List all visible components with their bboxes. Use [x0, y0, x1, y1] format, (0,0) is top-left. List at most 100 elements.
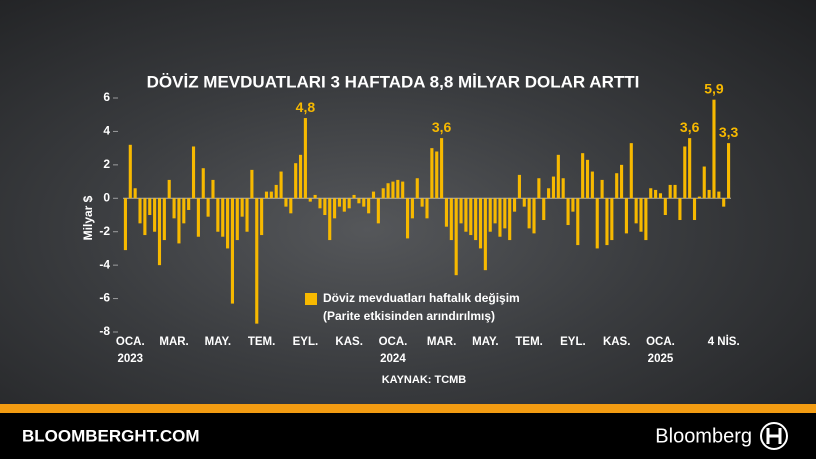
bar	[673, 184, 677, 199]
bar	[157, 198, 162, 266]
bar	[235, 198, 239, 241]
bar	[333, 198, 337, 219]
bar	[405, 198, 410, 239]
bar	[264, 191, 269, 199]
logo	[760, 422, 788, 450]
bar	[201, 168, 205, 199]
bar	[386, 183, 390, 199]
bar	[649, 188, 653, 199]
x-tick-label: OCA. 2024	[378, 336, 408, 365]
bar	[542, 198, 546, 221]
bar	[284, 198, 288, 207]
bar	[503, 198, 507, 229]
bar	[410, 198, 414, 219]
bar	[707, 189, 711, 199]
data-label: 3,6	[680, 119, 700, 135]
bar	[590, 171, 594, 199]
bar	[551, 176, 556, 199]
logo-mark	[766, 428, 782, 444]
y-tick-label: -8	[99, 324, 110, 338]
bar	[289, 198, 293, 214]
bar	[153, 198, 157, 232]
bar	[255, 198, 259, 324]
bar	[722, 198, 726, 207]
bar	[512, 198, 517, 212]
bar	[415, 178, 419, 199]
bar	[138, 198, 142, 224]
bar	[206, 198, 210, 217]
x-tick-label: KAS.	[335, 336, 363, 348]
bar	[688, 138, 692, 199]
footer-stripe	[0, 404, 816, 413]
y-tick-label: 2	[103, 157, 110, 171]
bar	[323, 198, 327, 215]
x-tick-label: EYL.	[560, 336, 586, 348]
bar	[654, 189, 658, 199]
bar	[352, 194, 356, 199]
x-tick-label: TEM.	[515, 336, 543, 348]
data-label: 3,3	[719, 124, 739, 140]
bar	[610, 198, 614, 241]
bar	[522, 198, 526, 207]
x-tick-label: KAS.	[602, 336, 631, 348]
bar	[226, 198, 230, 249]
x-tick-label: EYL.	[292, 336, 319, 348]
bar	[561, 178, 565, 199]
bar	[347, 198, 351, 209]
bar	[678, 198, 682, 221]
bar	[644, 198, 648, 241]
bar	[245, 198, 249, 232]
x-tick-label: 4 NİS.	[707, 336, 740, 348]
x-tick-label: MAR.	[159, 336, 189, 348]
bar	[294, 163, 298, 199]
bar	[547, 188, 551, 199]
bar	[143, 198, 147, 236]
bar	[396, 179, 400, 199]
bar	[177, 198, 181, 244]
bar	[444, 198, 449, 227]
bar	[483, 198, 487, 271]
bar	[532, 198, 536, 234]
bar	[717, 191, 721, 199]
bar	[167, 179, 171, 199]
bar	[250, 169, 254, 199]
bar	[240, 198, 244, 217]
bar	[425, 198, 429, 219]
bar	[172, 198, 176, 219]
bar	[639, 198, 643, 232]
bar	[629, 143, 633, 199]
bar	[585, 159, 590, 199]
data-label: 5,9	[704, 80, 724, 96]
footer-brand: Bloomberg	[655, 425, 752, 447]
y-tick-label: -6	[99, 291, 110, 305]
bar	[488, 198, 492, 232]
legend-sublabel: (Parite etkisinden arındırılmış)	[323, 309, 495, 323]
bar	[668, 184, 672, 199]
y-tick-label: -4	[99, 257, 110, 271]
bar	[337, 198, 342, 207]
bar	[162, 198, 166, 241]
bar	[527, 198, 531, 229]
bar	[357, 198, 361, 204]
bar	[298, 154, 303, 199]
x-tick-label: MAY.	[204, 336, 232, 348]
bar	[128, 144, 132, 199]
bar	[474, 198, 478, 241]
y-axis-label: Milyar $	[81, 195, 95, 240]
bar	[658, 193, 663, 199]
bar	[537, 178, 541, 199]
bar	[581, 153, 585, 199]
x-tick-label: OCA. 2023	[115, 336, 145, 365]
bar	[279, 171, 283, 199]
bar	[303, 118, 307, 199]
bar	[498, 198, 502, 237]
bar	[697, 196, 701, 199]
bar	[440, 138, 444, 199]
bar	[556, 154, 560, 199]
bar	[620, 164, 624, 199]
bar	[308, 198, 312, 202]
bar	[328, 198, 332, 241]
bar	[430, 148, 434, 199]
footer-bar	[0, 413, 816, 459]
bar	[196, 198, 200, 237]
